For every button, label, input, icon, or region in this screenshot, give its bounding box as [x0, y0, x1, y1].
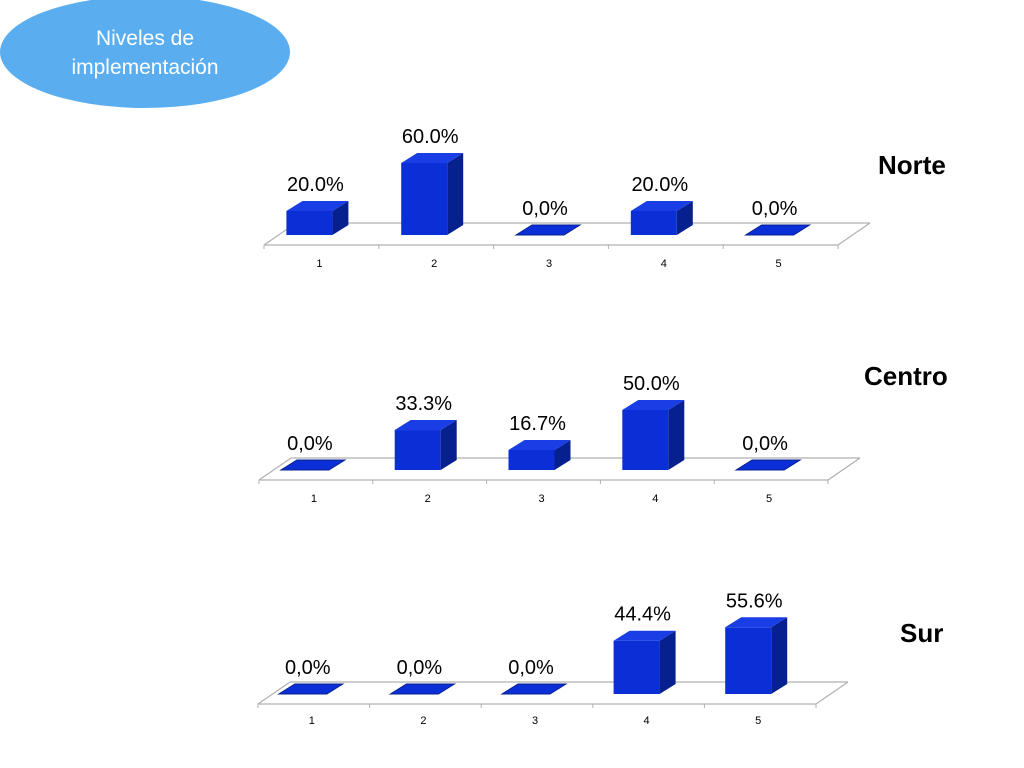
x-tick-label: 1: [309, 715, 315, 727]
data-label: 44.4%: [614, 604, 671, 626]
chart-title-norte: Norte: [878, 150, 946, 180]
bar-3: [500, 683, 568, 695]
x-tick-label: 4: [644, 715, 650, 727]
bar-flat-face: [279, 459, 347, 471]
x-tick-label: 3: [538, 493, 544, 505]
x-tick-label: 4: [652, 493, 658, 505]
x-tick-label: 2: [425, 493, 431, 505]
data-label: 60.0%: [402, 126, 459, 148]
bar-top-face: [394, 420, 457, 431]
chart-floor-right-edge: [815, 681, 849, 705]
x-tick-label: 3: [546, 258, 552, 270]
chart-title-sur: Sur: [900, 618, 944, 648]
bar-4: [622, 400, 685, 470]
bar-front-face: [401, 163, 448, 235]
x-tick-label: 1: [316, 258, 322, 270]
data-label: 33.3%: [395, 393, 452, 415]
bar-5: [725, 617, 788, 694]
bar-top-face: [622, 400, 685, 410]
title-badge-text: Niveles de implementación: [71, 27, 219, 79]
bar-flat-face: [277, 683, 345, 695]
bar-flat-face: [514, 224, 582, 236]
bar-top-face: [613, 630, 676, 641]
data-label: 0,0%: [285, 657, 331, 679]
bar-1: [286, 201, 349, 235]
bar-front-face: [286, 211, 333, 235]
x-tick-label: 5: [766, 493, 772, 505]
x-tick-label: 5: [755, 715, 761, 727]
bar-side-face: [676, 201, 693, 235]
bar-side-face: [659, 630, 676, 694]
bar-flat-face: [743, 224, 812, 236]
bar-5: [734, 459, 802, 471]
data-label: 20.0%: [287, 174, 344, 196]
bar-4: [630, 201, 693, 235]
bar-side-face: [440, 420, 457, 470]
bar-flat-face: [500, 683, 568, 695]
title-badge: Niveles de implementación: [0, 0, 290, 108]
x-tick-label: 2: [420, 715, 426, 727]
x-tick-label: 2: [431, 258, 437, 270]
chart-floor-left-edge: [257, 681, 291, 705]
data-label: 0,0%: [287, 433, 333, 455]
chart-floor-right-edge: [837, 222, 871, 246]
bar-side-face: [332, 201, 349, 235]
bar-top-face: [630, 201, 693, 211]
chart-floor-left-edge: [258, 457, 292, 481]
bar-5: [743, 224, 812, 236]
bar-flat-face: [388, 683, 457, 695]
bar-2: [401, 153, 464, 235]
data-label: 0,0%: [752, 198, 798, 220]
bar-1: [277, 683, 345, 695]
data-label: 0,0%: [397, 657, 443, 679]
bar-top-face: [508, 439, 571, 450]
bar-2: [388, 683, 457, 695]
bar-side-face: [668, 400, 685, 470]
bar-4: [613, 630, 676, 694]
chart-title-centro: Centro: [864, 361, 948, 391]
bar-3: [514, 224, 582, 236]
bar-3: [508, 439, 571, 470]
bar-front-face: [622, 410, 669, 470]
data-label: 0,0%: [522, 198, 568, 220]
data-label: 50.0%: [623, 373, 680, 395]
bar-front-face: [725, 627, 772, 694]
bar-front-face: [630, 211, 677, 235]
data-label: 20.0%: [631, 174, 688, 196]
bar-2: [394, 420, 457, 470]
bar-top-face: [725, 617, 788, 628]
bar-front-face: [613, 640, 660, 694]
bar-side-face: [554, 439, 571, 470]
x-tick-label: 4: [661, 258, 667, 270]
chart-floor-right-edge: [827, 457, 861, 481]
bar-front-face: [394, 430, 441, 470]
data-label: 16.7%: [509, 413, 566, 435]
bar-top-face: [286, 201, 349, 211]
x-tick-label: 5: [776, 258, 782, 270]
bar-side-face: [771, 617, 788, 694]
bar-flat-face: [734, 459, 802, 471]
data-label: 0,0%: [742, 433, 788, 455]
data-label: 55.6%: [726, 590, 783, 612]
bar-top-face: [401, 153, 464, 163]
data-label: 0,0%: [508, 657, 554, 679]
x-tick-label: 3: [532, 715, 538, 727]
x-tick-label: 1: [311, 493, 317, 505]
bar-1: [279, 459, 347, 471]
bar-front-face: [508, 449, 555, 470]
bar-side-face: [447, 153, 464, 235]
title-badge-shape: [0, 0, 290, 108]
